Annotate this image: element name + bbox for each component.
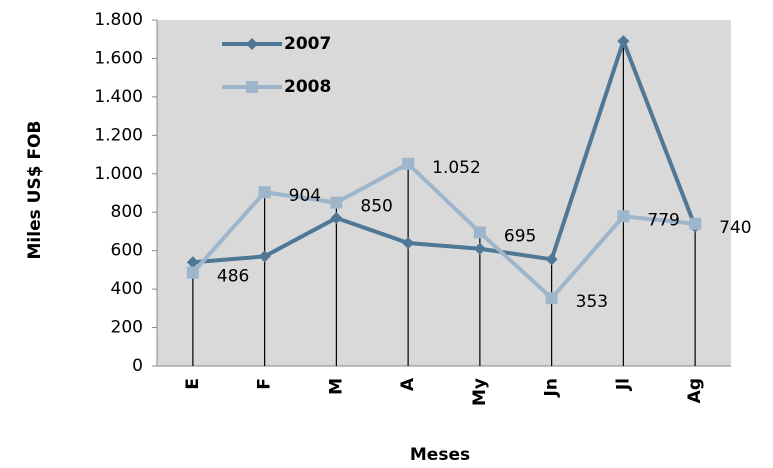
point-marker — [330, 211, 343, 224]
x-axis-title: Meses — [410, 445, 470, 465]
legend-label: 2007 — [284, 34, 331, 54]
y-tick-label: 600 — [111, 241, 143, 261]
point-marker — [689, 217, 702, 230]
series-line — [191, 161, 696, 301]
point-marker — [545, 253, 558, 266]
point-marker — [258, 250, 271, 263]
point-marker — [545, 292, 558, 305]
data-label: 1.052 — [432, 158, 481, 178]
point-marker — [186, 256, 199, 269]
point-marker — [402, 157, 415, 170]
series-line — [192, 39, 697, 265]
x-tick-label: F — [255, 378, 275, 390]
data-label: 779 — [647, 210, 679, 230]
x-tick-label: M — [326, 378, 346, 395]
point-marker — [473, 242, 486, 255]
x-tick-label: Jl — [613, 378, 633, 391]
plot-area — [157, 20, 731, 366]
point-marker — [330, 196, 343, 209]
data-label: 740 — [719, 218, 751, 238]
y-tick-label: 1.800 — [94, 10, 143, 30]
point-marker — [402, 236, 415, 249]
point-marker — [258, 186, 271, 199]
legend-marker — [246, 38, 258, 50]
x-tick-label: My — [470, 378, 490, 406]
y-tick-label: 1.400 — [94, 87, 143, 107]
y-tick-label: 0 — [132, 356, 143, 376]
point-marker — [473, 226, 486, 239]
y-tick-label: 1.600 — [94, 48, 143, 68]
x-tick-label: E — [183, 378, 203, 390]
data-label: 850 — [360, 197, 392, 217]
legend-label: 2008 — [284, 77, 331, 97]
data-label: 486 — [217, 267, 249, 287]
y-tick-label: 200 — [111, 318, 143, 338]
y-tick-label: 400 — [111, 279, 143, 299]
data-label: 695 — [504, 226, 536, 246]
x-tick-label: Ag — [685, 378, 705, 403]
y-tick-label: 1.200 — [94, 125, 143, 145]
x-tick-label: A — [398, 377, 418, 391]
data-label: 904 — [289, 186, 321, 206]
y-axis-title: Miles US$ FOB — [25, 121, 45, 260]
point-marker — [617, 210, 630, 223]
y-tick-label: 800 — [111, 202, 143, 222]
x-tick-label: Jn — [542, 378, 562, 397]
point-marker — [186, 266, 199, 279]
y-tick-label: 1.000 — [94, 164, 143, 184]
point-marker — [617, 35, 630, 48]
data-label: 353 — [576, 292, 608, 312]
legend-marker — [246, 81, 258, 93]
